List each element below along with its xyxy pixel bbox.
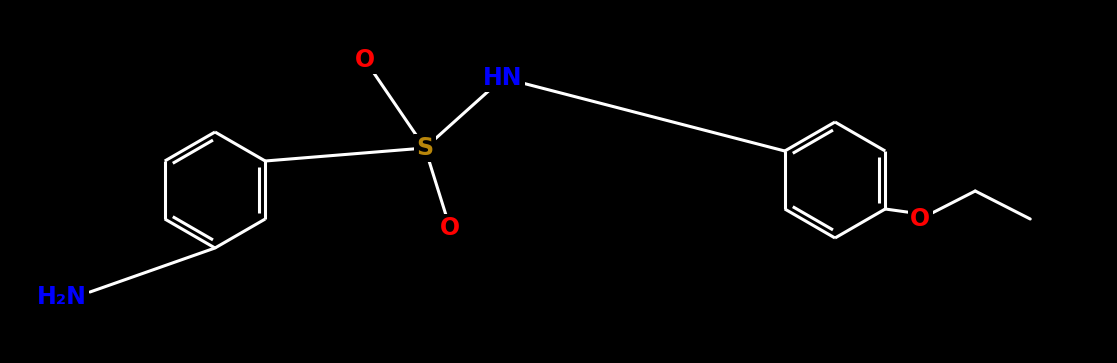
Text: O: O — [440, 216, 460, 240]
Text: S: S — [417, 136, 433, 160]
Text: HN: HN — [484, 66, 523, 90]
Text: O: O — [355, 48, 375, 72]
Text: H₂N: H₂N — [37, 285, 87, 309]
Text: O: O — [910, 207, 930, 231]
